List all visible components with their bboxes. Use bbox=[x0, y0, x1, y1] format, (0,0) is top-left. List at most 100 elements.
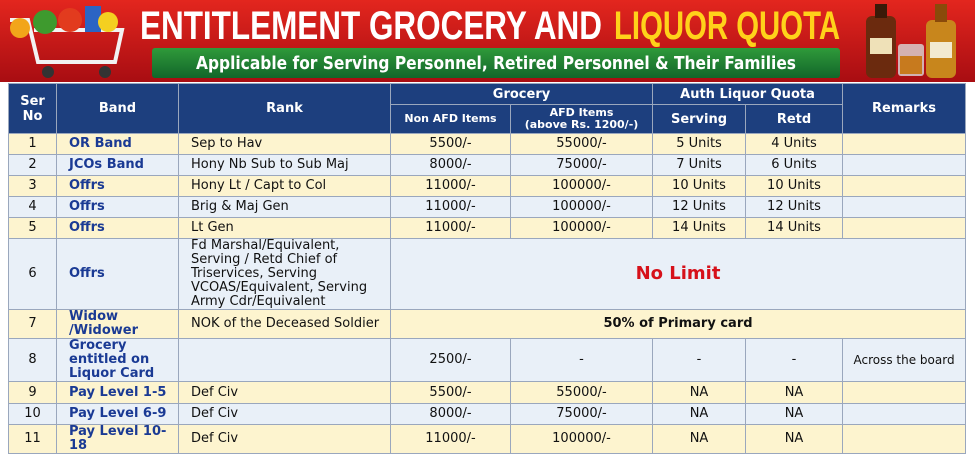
table-row: 5 Offrs Lt Gen 11000/- 100000/- 14 Units 14 Un… bbox=[8, 217, 967, 239]
cell-ser: 3 bbox=[8, 175, 57, 197]
quota-table: Ser No Band Rank Grocery Auth Liquor Quo… bbox=[8, 83, 967, 454]
cell-non-afd: 11000/- bbox=[390, 424, 511, 454]
cell-band: Grocery entitled on Liquor Card bbox=[56, 338, 179, 382]
subtitle: Applicable for Serving Personnel, Retire… bbox=[196, 53, 796, 74]
cell-ser: 9 bbox=[8, 381, 57, 404]
header-band: Band bbox=[56, 83, 179, 134]
title-highlight: LIQUOR QUOTA bbox=[614, 4, 840, 48]
header-serving: Serving bbox=[652, 104, 747, 134]
cell-rank: Hony Nb Sub to Sub Maj bbox=[178, 154, 391, 176]
cell-rank: Lt Gen bbox=[178, 217, 391, 239]
cell-afd: 55000/- bbox=[509, 381, 654, 404]
cell-rank: Hony Lt / Capt to Col bbox=[178, 175, 391, 197]
header-rank: Rank bbox=[178, 83, 391, 134]
cell-rank bbox=[178, 338, 391, 382]
cell-serving: NA bbox=[652, 424, 747, 454]
cell-band: Offrs bbox=[56, 238, 179, 310]
cell-afd: 55000/- bbox=[509, 133, 654, 155]
cell-retd: 14 Units bbox=[745, 217, 844, 239]
cell-remarks bbox=[842, 424, 967, 454]
cell-remarks bbox=[842, 154, 967, 176]
cell-ser: 2 bbox=[8, 154, 57, 176]
cell-non-afd: 8000/- bbox=[390, 154, 511, 176]
cell-retd: 10 Units bbox=[745, 175, 844, 197]
cell-ser: 6 bbox=[8, 238, 57, 310]
header-liquor: Auth Liquor Quota bbox=[652, 83, 844, 105]
table-row: 3 Offrs Hony Lt / Capt to Col 11000/- 100000… bbox=[8, 175, 967, 197]
cell-retd: NA bbox=[745, 381, 844, 404]
merged-cell: No Limit bbox=[389, 238, 967, 310]
cell-retd: 12 Units bbox=[745, 196, 844, 218]
cell-non-afd: 11000/- bbox=[390, 175, 511, 197]
table-row: 6 Offrs Fd Marshal/Equivalent, Serving / R… bbox=[8, 238, 967, 310]
cell-band: Pay Level 1-5 bbox=[56, 381, 179, 404]
cell-non-afd: 11000/- bbox=[390, 217, 511, 239]
header-afd: AFD Items (above Rs. 1200/-) bbox=[509, 104, 654, 134]
header-retd: Retd bbox=[745, 104, 844, 134]
cell-non-afd: 2500/- bbox=[390, 338, 511, 382]
cell-afd: - bbox=[509, 338, 654, 382]
cell-band: JCOs Band bbox=[56, 154, 179, 176]
cell-remarks bbox=[842, 403, 967, 425]
header-afd-label: AFD Items bbox=[549, 106, 614, 119]
cell-retd: 6 Units bbox=[745, 154, 844, 176]
cell-serving: 5 Units bbox=[652, 133, 747, 155]
table-row: 8 Grocery entitled on Liquor Card 2500/- - -… bbox=[8, 338, 967, 382]
cell-retd: NA bbox=[745, 424, 844, 454]
header-ser: Ser No bbox=[8, 83, 57, 134]
table-row: 2 JCOs Band Hony Nb Sub to Sub Maj 8000/- 75… bbox=[8, 154, 967, 176]
cell-serving: 10 Units bbox=[652, 175, 747, 197]
cell-remarks bbox=[842, 217, 967, 239]
cell-remarks bbox=[842, 196, 967, 218]
cell-band: Offrs bbox=[56, 217, 179, 239]
cell-afd: 100000/- bbox=[509, 196, 654, 218]
header-non-afd: Non AFD Items bbox=[390, 104, 511, 134]
table-row: 9 Pay Level 1-5 Def Civ 5500/- 55000/- NA NA bbox=[8, 381, 967, 404]
cell-serving: NA bbox=[652, 381, 747, 404]
cell-retd: 4 Units bbox=[745, 133, 844, 155]
cell-non-afd: 5500/- bbox=[390, 381, 511, 404]
cell-non-afd: 5500/- bbox=[390, 133, 511, 155]
cell-rank: Sep to Hav bbox=[178, 133, 391, 155]
banner: ENTITLEMENT GROCERY AND LIQUOR QUOTA App… bbox=[0, 0, 975, 82]
cell-band: OR Band bbox=[56, 133, 179, 155]
cell-afd: 100000/- bbox=[509, 217, 654, 239]
cell-ser: 11 bbox=[8, 424, 57, 454]
merged-cell: 50% of Primary card bbox=[389, 309, 967, 339]
header-grocery: Grocery bbox=[389, 83, 654, 105]
header-afd-note: (above Rs. 1200/-) bbox=[524, 118, 639, 131]
cell-ser: 7 bbox=[8, 309, 57, 339]
table-body: 1 OR Band Sep to Hav 5500/- 55000/- 5 Units 4 … bbox=[8, 133, 967, 454]
cell-serving: NA bbox=[652, 403, 747, 425]
subtitle-bg bbox=[152, 48, 840, 78]
header-remarks: Remarks bbox=[842, 83, 967, 134]
cell-non-afd: 11000/- bbox=[390, 196, 511, 218]
cell-remarks bbox=[842, 133, 967, 155]
cell-afd: 75000/- bbox=[509, 154, 654, 176]
cell-rank: Brig & Maj Gen bbox=[178, 196, 391, 218]
cell-rank: Def Civ bbox=[178, 381, 391, 404]
cell-rank: Def Civ bbox=[178, 403, 391, 425]
table-row: 11 Pay Level 10-18 Def Civ 11000/- 100000/- N… bbox=[8, 424, 967, 454]
table-row: 4 Offrs Brig & Maj Gen 11000/- 100000/- 12 Un… bbox=[8, 196, 967, 218]
cart-icon bbox=[10, 6, 125, 78]
cell-rank: NOK of the Deceased Soldier bbox=[178, 309, 391, 339]
cell-ser: 1 bbox=[8, 133, 57, 155]
cell-remarks bbox=[842, 381, 967, 404]
table-row: 7 Widow /Widower NOK of the Deceased Soldi… bbox=[8, 309, 967, 339]
cell-remarks: Across the board bbox=[842, 338, 967, 382]
cell-serving: 14 Units bbox=[652, 217, 747, 239]
bottles-icon bbox=[866, 4, 956, 78]
cell-ser: 10 bbox=[8, 403, 57, 425]
cell-band: Pay Level 10-18 bbox=[56, 424, 179, 454]
cell-ser: 4 bbox=[8, 196, 57, 218]
cell-retd: - bbox=[745, 338, 844, 382]
title: ENTITLEMENT GROCERY AND bbox=[140, 4, 602, 48]
table-row: 10 Pay Level 6-9 Def Civ 8000/- 75000/- NA NA bbox=[8, 403, 967, 425]
cell-band: Widow /Widower bbox=[56, 309, 179, 339]
cell-rank: Fd Marshal/Equivalent, Serving / Retd Ch… bbox=[178, 238, 391, 310]
table-row: 1 OR Band Sep to Hav 5500/- 55000/- 5 Units 4 … bbox=[8, 133, 967, 155]
cell-afd: 75000/- bbox=[509, 403, 654, 425]
cell-serving: - bbox=[652, 338, 747, 382]
